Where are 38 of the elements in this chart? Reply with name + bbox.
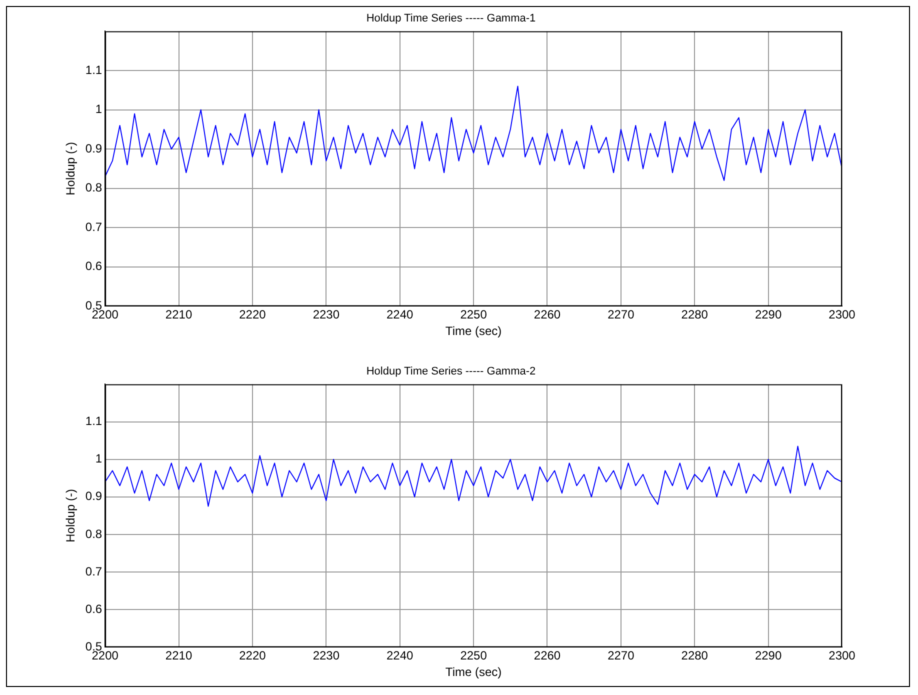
x-tick-label: 2290 [754,648,782,663]
x-tick-label: 2290 [754,308,782,322]
x-tick-label: 2260 [534,308,561,322]
y-tick-label: 0.9 [85,141,102,156]
y-tick-label: 0.8 [85,180,102,195]
x-tick-label: 2270 [608,308,635,322]
y-tick-label: 0.7 [85,564,102,578]
y-tick-label: 1 [95,452,102,466]
x-tick-label: 2300 [828,648,856,663]
x-tick-label: 2280 [681,308,708,322]
x-tick-label: 2230 [312,648,340,663]
x-tick-label: 2250 [460,308,488,322]
y-axis-title: Holdup (-) [64,142,78,196]
x-tick-label: 2210 [165,308,192,322]
y-tick-label: 0.9 [85,489,102,504]
y-tick-label: 1.1 [85,62,102,77]
chart-title: Holdup Time Series ----- Gamma-1 [366,12,536,25]
x-tick-label: 2250 [460,648,488,663]
y-tick-label: 0.6 [85,259,102,274]
y-tick-label: 1.1 [85,414,102,428]
y-axis-title: Holdup (-) [64,489,78,542]
x-tick-label: 2210 [165,648,192,663]
y-tick-label: 0.7 [85,220,102,234]
x-axis-title: Time (sec) [445,665,502,680]
y-tick-label: 0.6 [85,602,102,616]
x-tick-label: 2220 [239,308,266,322]
x-tick-label: 2300 [828,308,856,322]
x-tick-label: 2230 [312,308,340,322]
x-tick-label: 2280 [681,648,708,663]
x-tick-label: 2270 [608,648,635,663]
y-tick-label: 1 [95,102,102,116]
x-tick-label: 2260 [534,648,561,663]
y-tick-label: 0.8 [85,526,102,541]
x-tick-label: 2240 [386,308,414,322]
x-tick-label: 2240 [386,648,414,663]
x-axis-title: Time (sec) [445,324,502,338]
chart-title: Holdup Time Series ----- Gamma-2 [366,366,536,378]
x-tick-label: 2220 [239,648,266,663]
